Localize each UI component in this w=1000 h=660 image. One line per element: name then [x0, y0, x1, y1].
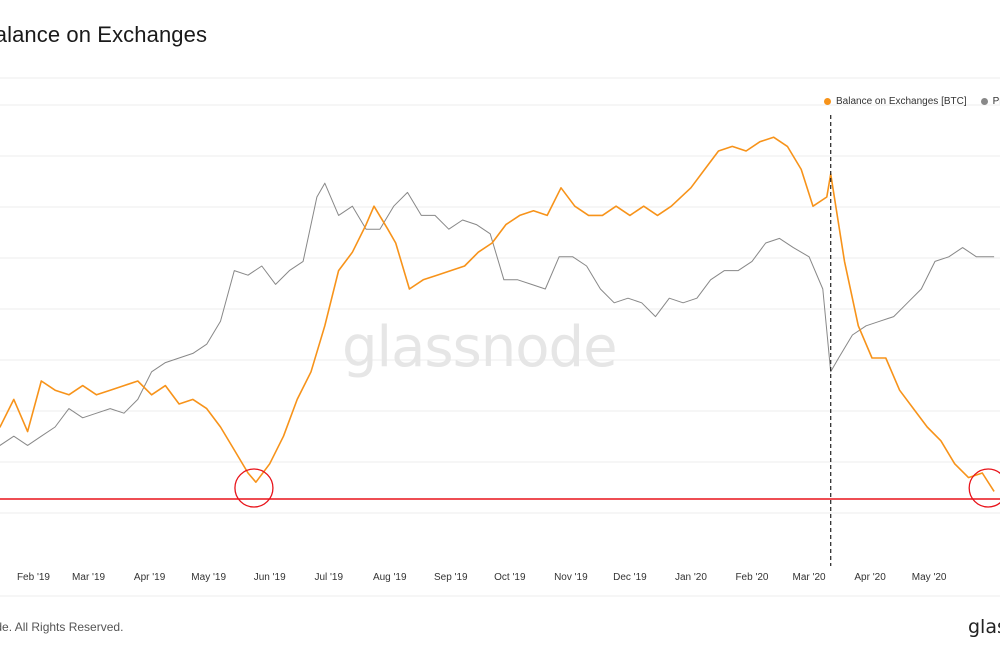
- x-tick-label: Feb '19: [17, 572, 50, 583]
- legend-label-price: Pr: [992, 96, 1000, 107]
- footer-copyright: snode. All Rights Reserved.: [0, 620, 124, 634]
- grid-lines: [0, 77, 1000, 597]
- series-group: [0, 136, 995, 492]
- x-tick-label: Oct '19: [494, 572, 526, 583]
- x-tick-label: Nov '19: [554, 572, 588, 583]
- x-tick-label: Dec '19: [613, 572, 647, 583]
- x-tick-label: Jun '19: [254, 572, 286, 583]
- annotation-markers: [0, 115, 1000, 566]
- highlight-circle-1: [968, 468, 1000, 508]
- x-tick-label: Apr '20: [854, 572, 886, 583]
- legend-item-price[interactable]: Pr: [980, 96, 1000, 107]
- x-tick-label: Jan '20: [675, 572, 707, 583]
- chart-title: Balance on Exchanges: [0, 22, 208, 47]
- x-tick-label: May '20: [912, 572, 947, 583]
- highlight-circle-0: [234, 468, 274, 508]
- x-tick-label: May '19: [191, 572, 226, 583]
- legend-label-balance: Balance on Exchanges [BTC]: [836, 96, 967, 107]
- x-tick-label: Aug '19: [373, 572, 407, 583]
- x-axis: Feb '19 Mar '19 Apr '19 May '19 Jun '19 Jul '…: [17, 572, 947, 583]
- x-tick-label: Jul '19: [314, 572, 343, 583]
- watermark: glassnode: [342, 315, 618, 380]
- legend-item-balance[interactable]: Balance on Exchanges [BTC]: [824, 96, 967, 107]
- legend-dot-balance: [824, 98, 831, 105]
- x-tick-label: Sep '19: [434, 572, 468, 583]
- series-line-price: [0, 182, 995, 446]
- legend-dot-price: [980, 98, 988, 105]
- series-line-balance: [0, 136, 995, 492]
- x-tick-label: Feb '20: [735, 572, 768, 583]
- x-tick-label: Mar '19: [72, 572, 105, 583]
- footer-brand-logo[interactable]: glas: [968, 616, 1000, 638]
- legend: Balance on Exchanges [BTC] Pr: [824, 96, 1000, 107]
- x-tick-label: Mar '20: [793, 572, 826, 583]
- x-tick-label: Apr '19: [134, 572, 166, 583]
